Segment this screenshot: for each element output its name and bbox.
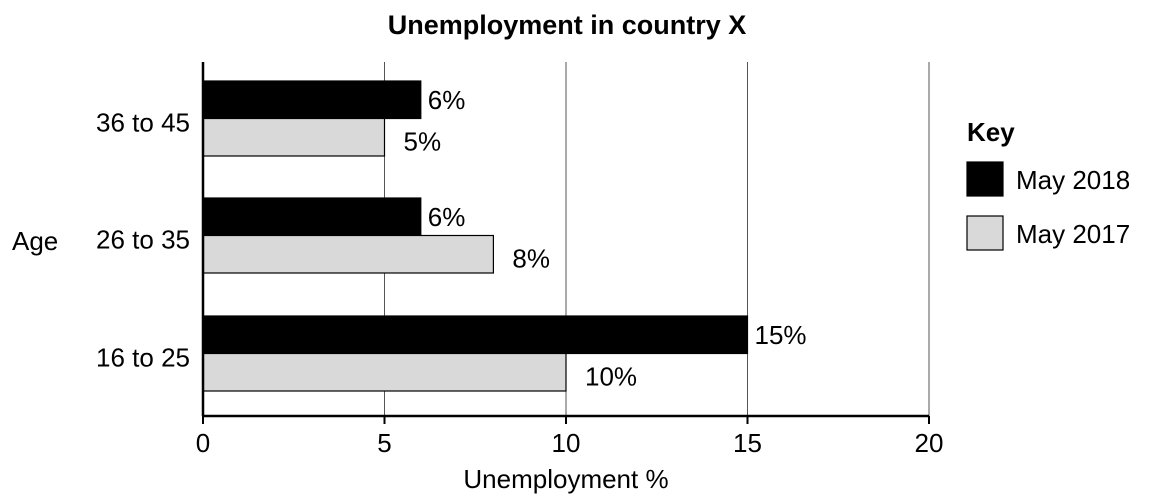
legend: Key May 2018 May 2017 — [966, 117, 1130, 251]
legend-label: May 2018 — [1016, 165, 1130, 195]
data-label: 6% — [428, 202, 466, 232]
y-axis-label: Age — [12, 226, 58, 256]
legend-items: May 2018 May 2017 — [966, 161, 1130, 251]
bar — [202, 80, 422, 120]
category-labels: 36 to 45 26 to 35 16 to 25 — [96, 108, 190, 373]
category-label: 36 to 45 — [96, 108, 190, 138]
data-label: 6% — [428, 85, 466, 115]
x-tick-label: 0 — [196, 428, 210, 458]
x-tick-label: 15 — [733, 428, 762, 458]
bars — [202, 80, 749, 392]
bar — [202, 234, 494, 274]
bar — [202, 315, 749, 355]
bar — [202, 197, 422, 237]
data-label: 10% — [585, 362, 637, 392]
legend-swatch — [966, 215, 1004, 251]
data-label: 8% — [512, 244, 550, 274]
legend-title: Key — [967, 117, 1015, 147]
x-ticks: 0 5 10 15 20 — [196, 416, 944, 458]
category-label: 26 to 35 — [96, 225, 190, 255]
legend-label: May 2017 — [1016, 219, 1130, 249]
category-label: 16 to 25 — [96, 343, 190, 373]
chart-title: Unemployment in country X — [388, 10, 747, 40]
x-axis-label: Unemployment % — [463, 464, 668, 494]
x-tick-label: 5 — [377, 428, 391, 458]
data-label: 15% — [755, 320, 807, 350]
data-labels: 6% 5% 6% 8% 15% 10% — [404, 85, 807, 392]
bar — [202, 117, 386, 157]
x-tick-label: 20 — [915, 428, 944, 458]
data-label: 5% — [404, 127, 442, 157]
x-tick-label: 10 — [552, 428, 581, 458]
legend-swatch — [966, 161, 1004, 197]
bar — [202, 352, 567, 392]
